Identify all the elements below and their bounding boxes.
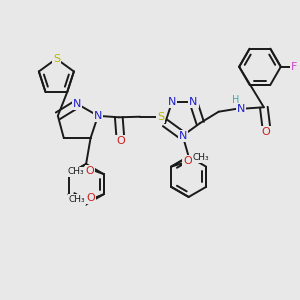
Text: F: F	[291, 62, 297, 72]
Text: N: N	[236, 104, 245, 114]
Text: N: N	[189, 98, 198, 107]
Text: O: O	[183, 156, 192, 166]
Text: O: O	[86, 166, 94, 176]
Text: O: O	[116, 136, 125, 146]
Text: H: H	[232, 95, 240, 105]
Text: N: N	[178, 131, 187, 141]
Text: O: O	[87, 193, 95, 203]
Text: CH₃: CH₃	[193, 153, 209, 162]
Text: N: N	[94, 111, 102, 121]
Text: N: N	[168, 98, 176, 107]
Text: N: N	[73, 99, 81, 109]
Text: CH₃: CH₃	[68, 167, 84, 176]
Text: O: O	[262, 127, 271, 137]
Text: S: S	[53, 54, 60, 64]
Text: CH₃: CH₃	[68, 195, 85, 204]
Text: S: S	[157, 112, 164, 122]
